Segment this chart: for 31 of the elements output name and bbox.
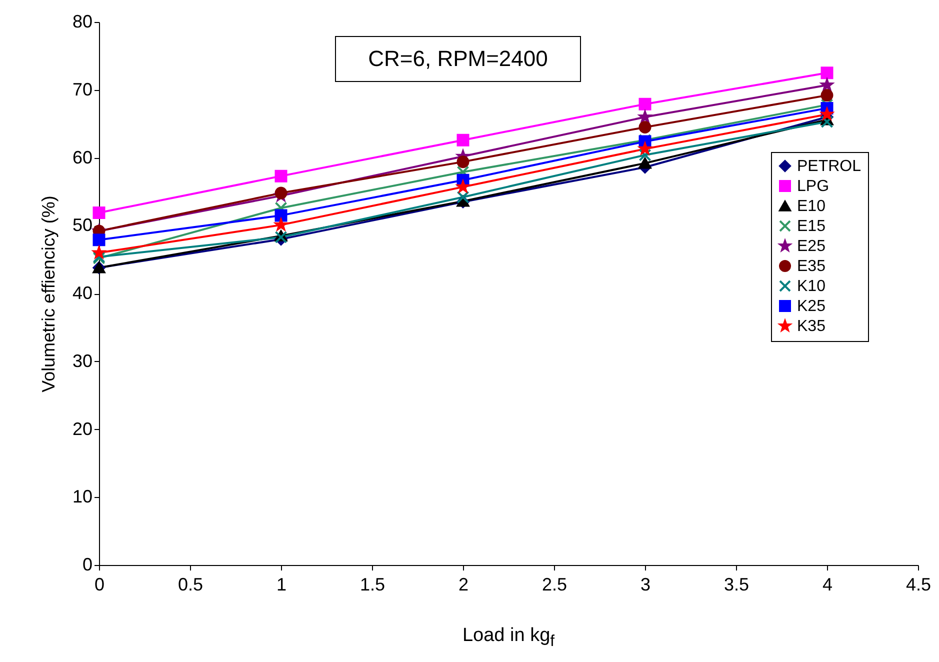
text: CR=6, RPM=2400 (335, 36, 581, 82)
x-tick-label: 2.5 (542, 574, 568, 594)
legend-label: E25 (797, 238, 826, 255)
legend-label: PETROL (797, 158, 862, 175)
y-tick-label: 0 (82, 554, 92, 574)
legend-label: K35 (797, 318, 826, 335)
x-tick-label: 0 (94, 574, 105, 594)
legend-label: E35 (797, 258, 826, 275)
y-axis-title: Volumetric effiencicy (%) (38, 196, 58, 392)
y-tick-label: 60 (72, 147, 92, 168)
x-tick-label: 1 (276, 574, 287, 594)
x-tick-label: 2 (458, 574, 469, 594)
legend-label: K10 (797, 278, 826, 295)
legend-label: K25 (797, 298, 826, 315)
x-tick-label: 3 (640, 574, 651, 594)
y-tick-label: 50 (72, 215, 92, 236)
x-tick-label: 0.5 (178, 574, 204, 594)
x-tick-label: 1.5 (360, 574, 386, 594)
y-tick-label: 40 (72, 283, 92, 303)
legend-label: E15 (797, 218, 826, 235)
legend-label: E10 (797, 198, 826, 215)
x-axis-title: Load in kg$_{f}$ (461, 625, 556, 651)
y-tick-label: 30 (72, 350, 92, 371)
x-tick-label: 4 (822, 574, 833, 594)
y-tick-label: 20 (72, 418, 92, 439)
y-tick-label: 10 (72, 486, 92, 507)
y-tick-label: 80 (72, 12, 92, 32)
legend-label: LPG (797, 178, 830, 195)
y-tick-label: 70 (72, 79, 92, 100)
x-tick-label: 4.5 (906, 574, 932, 594)
x-tick-label: 3.5 (724, 574, 750, 594)
